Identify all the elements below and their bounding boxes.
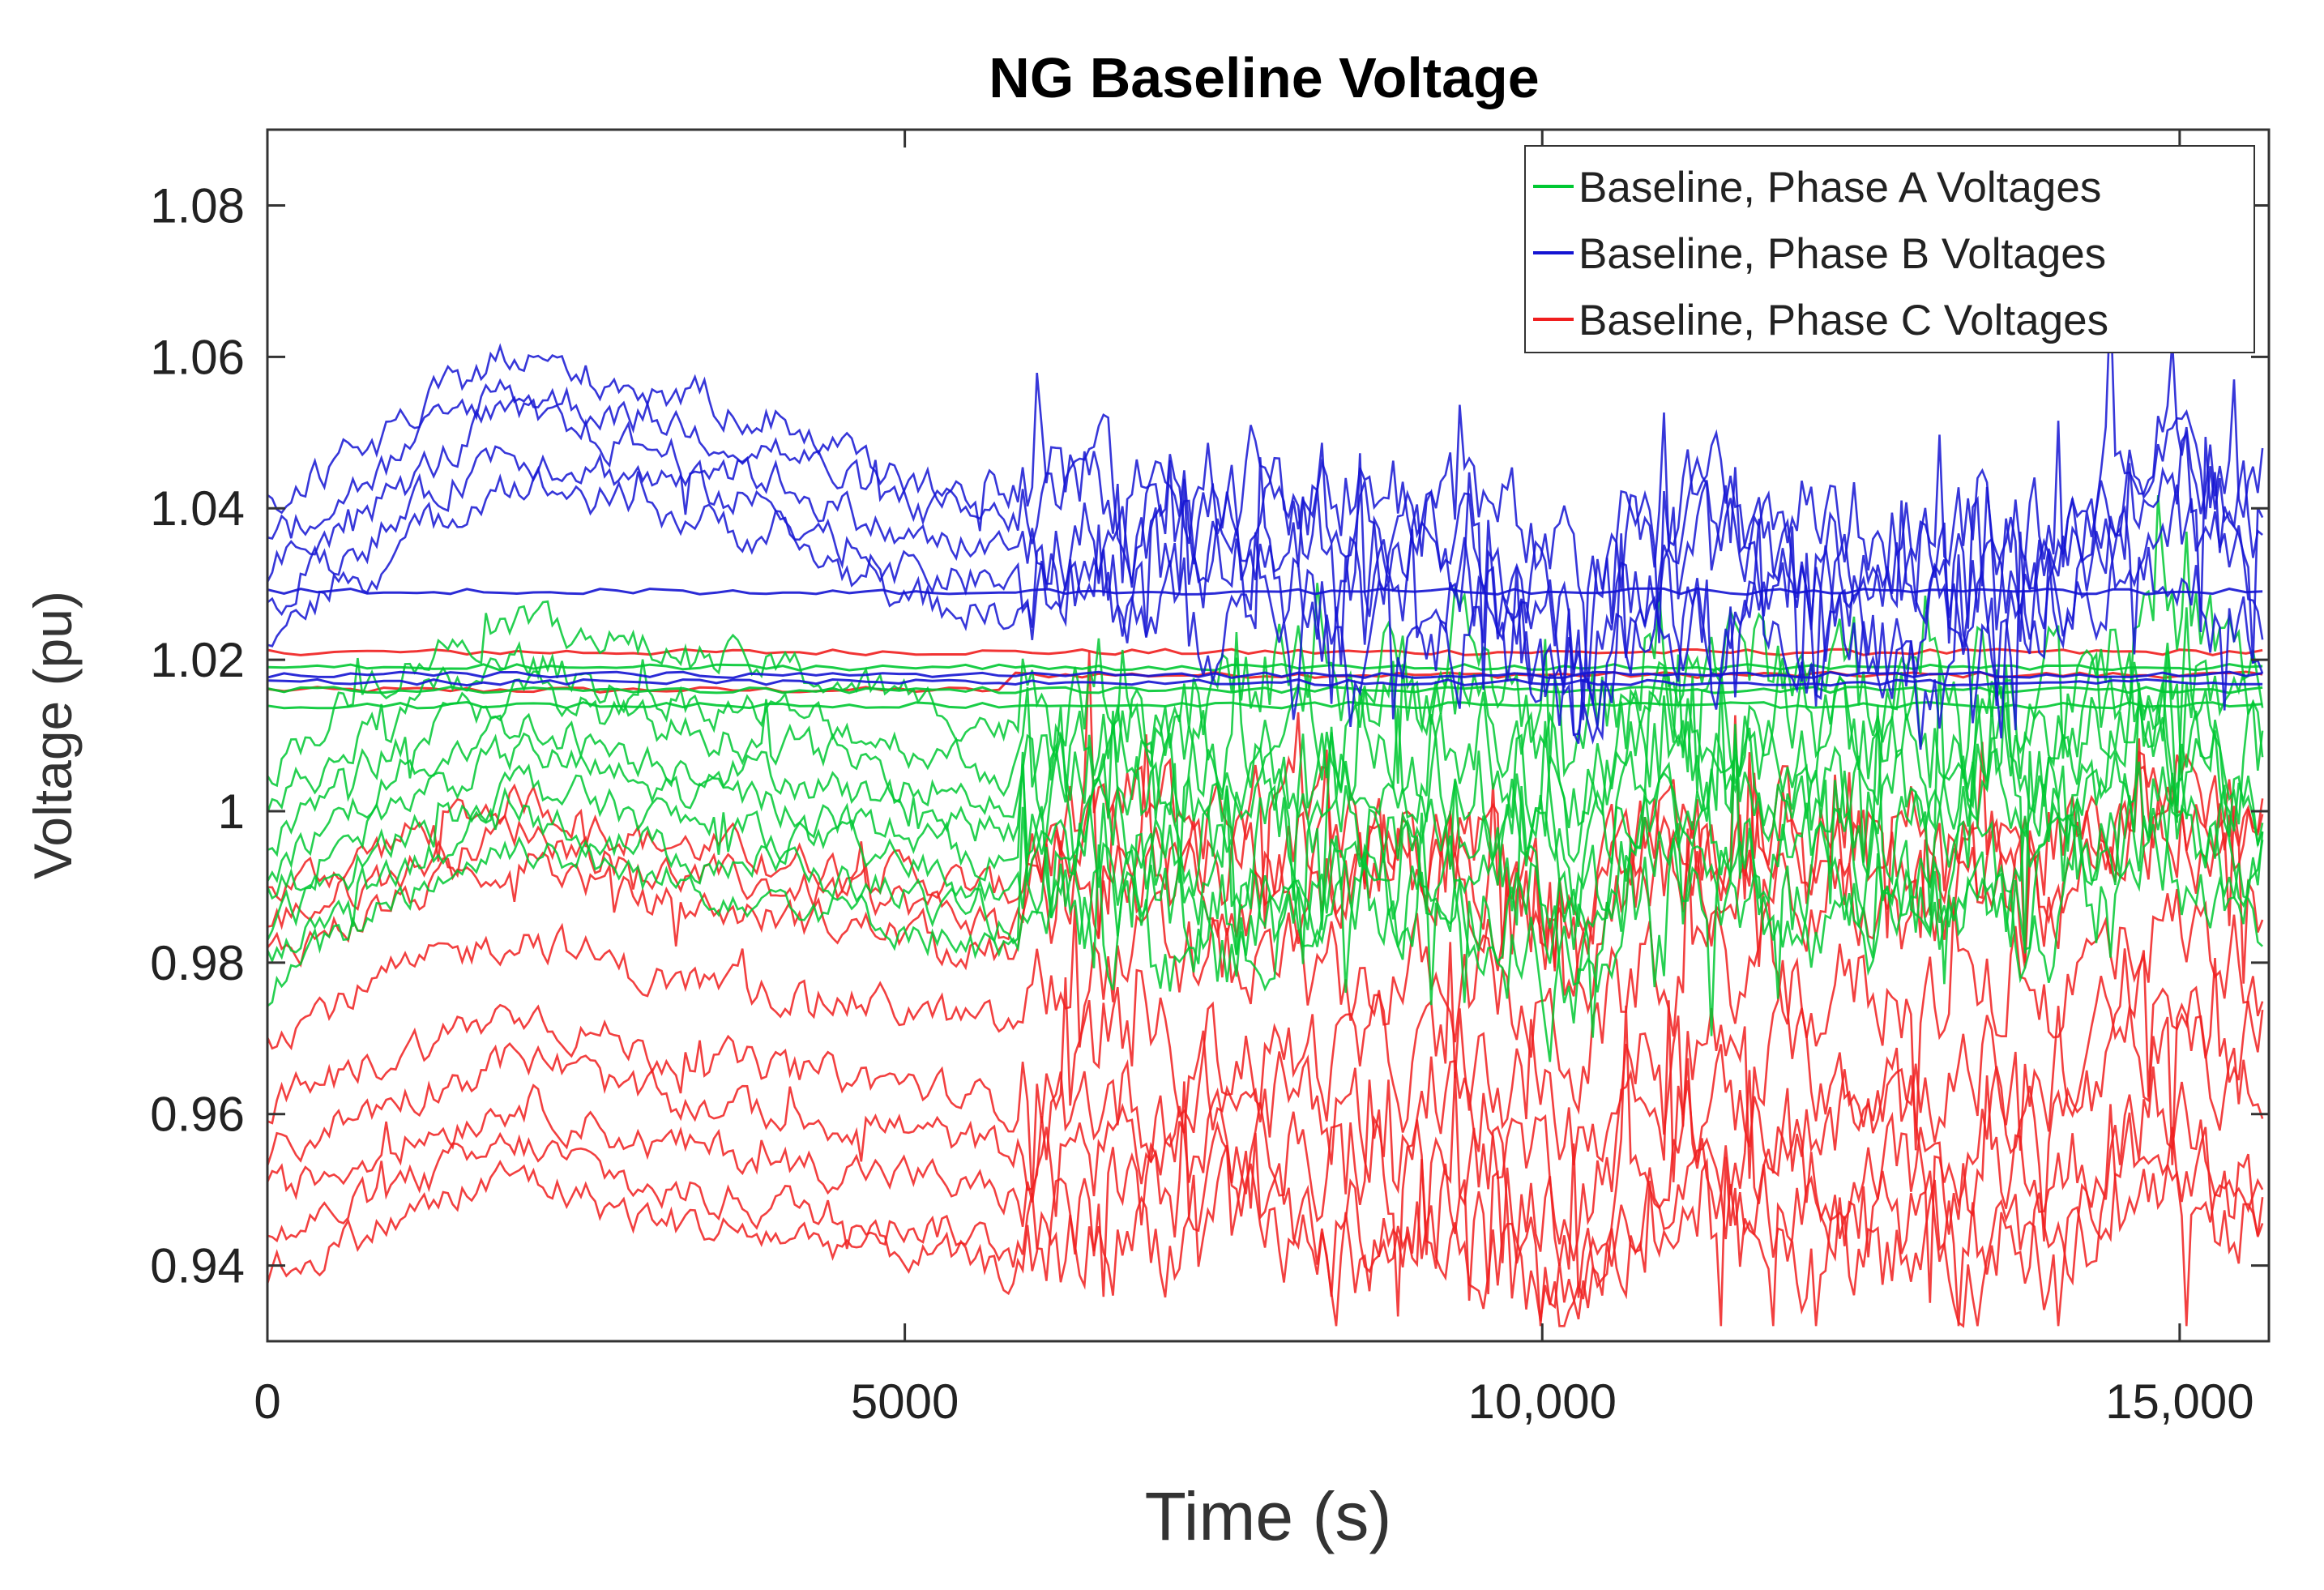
series-line [267, 378, 2263, 720]
series-line [267, 607, 2264, 901]
y-tick-label: 1.04 [150, 481, 245, 536]
series-line [267, 465, 2264, 750]
series-line [266, 494, 2264, 788]
series-line [266, 948, 2264, 1303]
series-line [267, 942, 2264, 1200]
series-steady-line [267, 700, 2263, 710]
x-axis-ticks: 0 5000 10,000 15,000 [254, 130, 2254, 1429]
chart-title: NG Baseline Voltage [989, 46, 1539, 109]
y-tick-label: 0.96 [150, 1088, 245, 1142]
series-line [266, 1005, 2264, 1317]
series-line [266, 682, 2264, 930]
y-tick-label: 0.94 [150, 1239, 245, 1293]
legend-box [1524, 145, 2255, 353]
series-steady-line [267, 686, 2263, 695]
series-line [266, 395, 2264, 707]
series-line [267, 1081, 2264, 1327]
series-steady-line [267, 677, 2263, 687]
series-line [267, 798, 2263, 1062]
series-line [266, 640, 2264, 829]
series-phase-c [266, 648, 2264, 1328]
plot-lines [266, 296, 2264, 1328]
y-tick-label: 1 [218, 784, 245, 839]
y-tick-label: 1.02 [150, 633, 245, 687]
x-tick-label: 15,000 [2105, 1374, 2254, 1429]
legend-label-phase-c: Baseline, Phase C Voltages [1579, 297, 2108, 344]
legend-label-phase-b: Baseline, Phase B Voltages [1579, 230, 2106, 278]
series-line [267, 715, 2264, 997]
series-phase-b [266, 296, 2264, 750]
x-tick-label: 10,000 [1467, 1374, 1617, 1429]
series-steady-line [267, 670, 2263, 679]
series-line [266, 1104, 2264, 1328]
series-line [266, 724, 2264, 1038]
series-phase-a [266, 494, 2264, 1062]
x-tick-label: 0 [254, 1374, 280, 1429]
y-tick-label: 1.08 [150, 178, 245, 233]
x-tick-label: 5000 [851, 1374, 959, 1429]
plot-area-border [266, 128, 2271, 1343]
y-tick-label: 1.06 [150, 330, 245, 384]
y-axis-label: Voltage (pu) [23, 591, 83, 879]
series-line [267, 296, 2264, 690]
y-tick-label: 0.98 [150, 936, 245, 990]
y-axis-ticks: 0.94 0.96 0.98 1 1.02 1.04 1.06 1.08 [150, 178, 2269, 1293]
series-line [266, 665, 2264, 964]
legend: Baseline, Phase A Voltages Baseline, Pha… [1524, 145, 2255, 353]
legend-label-phase-a: Baseline, Phase A Voltages [1579, 164, 2101, 212]
series-line [266, 828, 2264, 1151]
series-line [267, 445, 2264, 745]
x-axis-label: Time (s) [1145, 1478, 1392, 1554]
